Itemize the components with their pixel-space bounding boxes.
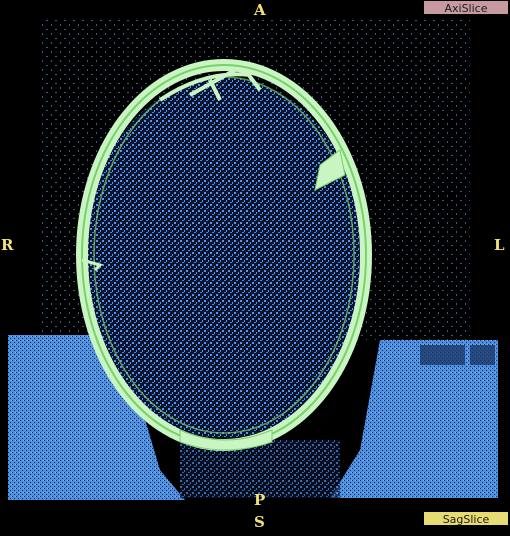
shoulder-right-region: [330, 340, 498, 498]
orientation-posterior-label: P: [254, 491, 266, 509]
shoulder-left-region: [8, 335, 185, 500]
orientation-anterior-label: A: [254, 1, 266, 19]
sagittal-slice-button[interactable]: SagSlice: [423, 511, 509, 526]
axial-slice-button[interactable]: AxiSlice: [423, 0, 509, 15]
orientation-superior-label: S: [254, 513, 265, 531]
brain-region: [84, 78, 364, 438]
orientation-left-label: L: [494, 236, 505, 254]
orientation-right-label: R: [1, 236, 14, 254]
